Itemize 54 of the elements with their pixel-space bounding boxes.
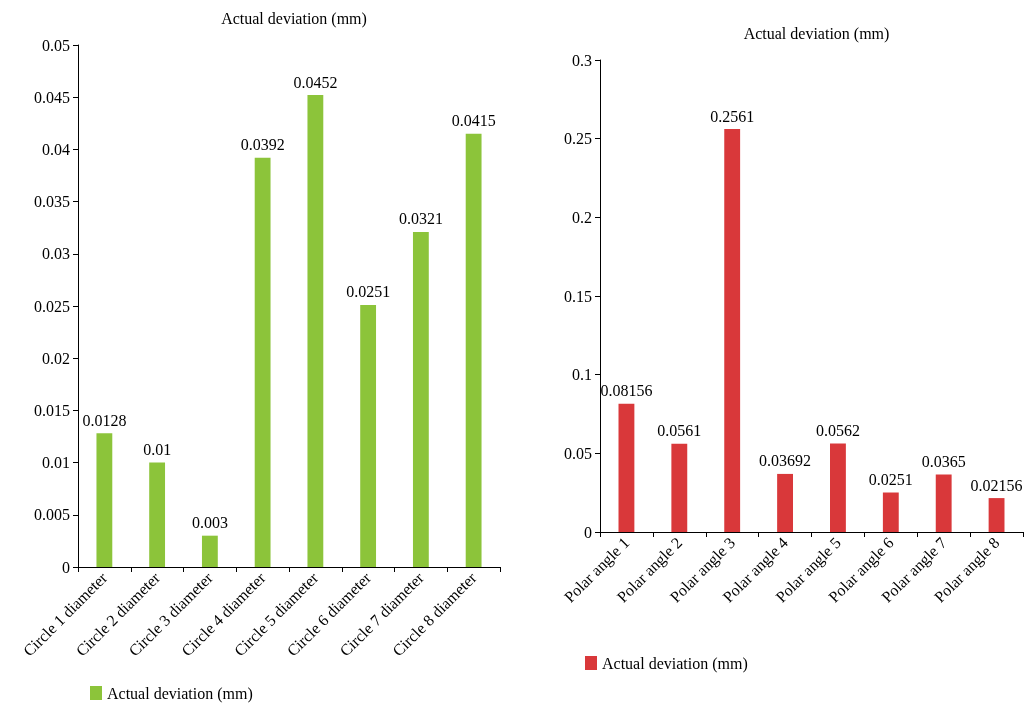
y-tick-label: 0 — [584, 523, 592, 541]
bar — [671, 443, 688, 532]
y-tick-label: 0.035 — [34, 193, 70, 211]
data-label: 0.0365 — [921, 453, 966, 471]
data-label: 0.08156 — [600, 382, 653, 400]
bar — [935, 474, 952, 532]
y-tick-label: 0.05 — [564, 444, 592, 462]
y-tick-label: 0.3 — [572, 51, 592, 69]
data-label: 0.01 — [143, 441, 172, 459]
chart-title: Actual deviation (mm) — [743, 24, 890, 43]
bar — [149, 462, 166, 567]
bar — [254, 157, 271, 567]
y-tick-label: 0.025 — [34, 297, 70, 315]
data-label: 0.0321 — [398, 210, 443, 228]
data-label: 0.2561 — [710, 107, 755, 125]
bar — [465, 133, 482, 567]
bar — [307, 95, 324, 567]
data-label: 0.0251 — [868, 471, 913, 489]
y-tick-label: 0 — [62, 558, 70, 576]
y-tick-label: 0.02 — [42, 349, 70, 367]
bar — [201, 535, 218, 567]
legend-label: Actual deviation (mm) — [602, 654, 748, 673]
data-label: 0.0251 — [346, 283, 391, 301]
bar — [618, 403, 635, 532]
bar — [988, 498, 1005, 532]
bar — [96, 433, 113, 567]
chart-title: Actual deviation (mm) — [221, 9, 367, 28]
bar — [777, 473, 793, 532]
y-tick-label: 0.015 — [34, 401, 70, 419]
bar — [882, 492, 899, 532]
y-tick-label: 0.04 — [42, 140, 70, 158]
data-label: 0.0128 — [82, 411, 127, 429]
y-tick-label: 0.05 — [42, 36, 70, 54]
y-tick-label: 0.1 — [572, 366, 592, 384]
y-tick-label: 0.25 — [564, 130, 592, 148]
bar — [724, 129, 741, 532]
y-tick-label: 0.045 — [34, 88, 70, 106]
data-label: 0.003 — [191, 514, 228, 532]
y-tick-label: 0.2 — [572, 208, 592, 226]
y-tick-label: 0.01 — [42, 454, 70, 472]
data-label: 0.0415 — [451, 112, 496, 130]
y-tick-label: 0.005 — [34, 506, 70, 524]
data-label: 0.0562 — [815, 422, 860, 440]
data-label: 0.0561 — [657, 422, 702, 440]
data-label: 0.0452 — [293, 73, 338, 91]
y-tick-label: 0.15 — [564, 287, 592, 305]
data-label: 0.02156 — [970, 476, 1023, 494]
data-label: 0.03692 — [759, 452, 812, 470]
bar — [830, 443, 846, 532]
bar — [412, 231, 429, 567]
y-tick-label: 0.03 — [42, 245, 70, 263]
data-label: 0.0392 — [240, 136, 285, 154]
legend-label: Actual deviation (mm) — [107, 684, 253, 703]
bar — [360, 304, 377, 567]
